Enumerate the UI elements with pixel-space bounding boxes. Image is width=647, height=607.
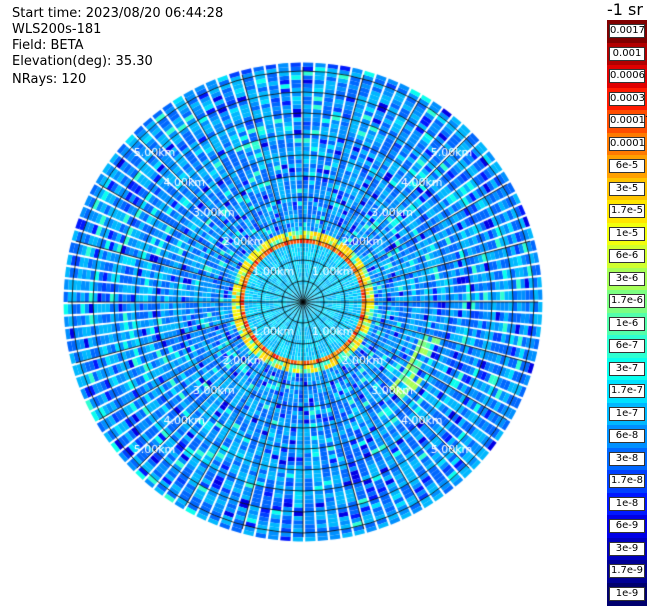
colorbar-tick-label: 6e-6 <box>609 249 645 264</box>
colorbar-cell: 1e-7 <box>607 402 647 426</box>
colorbar-tick-label: 1.7e-5 <box>609 204 645 219</box>
colorbar-tick-label: 6e-8 <box>609 429 645 444</box>
colorbar-cell: 6e-7 <box>607 335 647 358</box>
colorbar-tick-label: 1e-6 <box>609 316 645 331</box>
colorbar-tick-label: 0.0006 <box>609 69 645 84</box>
colorbar-cell: 1.7e-5 <box>607 200 647 223</box>
colorbar-cell: 0.00017 <box>607 110 647 133</box>
colorbar-cell: 0.0003 <box>607 87 647 111</box>
colorbar-tick-label: 3e-7 <box>609 361 645 376</box>
start-time-label: Start time: 2023/08/20 06:44:28 <box>12 6 224 21</box>
colorbar-cell: 0.001 <box>607 42 647 66</box>
colorbar-cell: 3e-9 <box>607 537 647 561</box>
colorbar-cell: 1.7e-8 <box>607 470 647 493</box>
colorbar-tick-label: 1e-5 <box>609 226 645 241</box>
colorbar-cell: 3e-6 <box>607 267 647 291</box>
colorbar-tick-label: 1e-9 <box>609 586 645 601</box>
colorbar-title: -1 sr <box>607 0 643 19</box>
nrays-label: NRays: 120 <box>12 72 87 87</box>
colorbar-cell: 6e-6 <box>607 245 647 268</box>
colorbar-tick-label: 0.001 <box>609 46 645 61</box>
colorbar-tick-label: 3e-8 <box>609 451 645 466</box>
colorbar-cell: 6e-8 <box>607 425 647 448</box>
colorbar-tick-label: 6e-5 <box>609 159 645 174</box>
instrument-label: WLS200s-181 <box>12 22 102 37</box>
colorbar-cell: 1e-6 <box>607 312 647 336</box>
colorbar-cell: 6e-9 <box>607 515 647 538</box>
colorbar-tick-label: 1.7e-7 <box>609 384 645 399</box>
colorbar-cell: 1.7e-7 <box>607 380 647 403</box>
colorbar-tick-label: 3e-6 <box>609 271 645 286</box>
elevation-label: Elevation(deg): 35.30 <box>12 54 153 69</box>
colorbar-cell: 1.7e-6 <box>607 290 647 313</box>
colorbar-cell: 1.7e-9 <box>607 560 647 583</box>
colorbar-tick-label: 3e-5 <box>609 181 645 196</box>
colorbar-tick-label: 6e-9 <box>609 519 645 534</box>
colorbar-cell: 3e-5 <box>607 177 647 201</box>
colorbar-tick-label: 1.7e-8 <box>609 474 645 489</box>
colorbar-cell: 0.0006 <box>607 65 647 88</box>
colorbar-tick-label: 1.7e-6 <box>609 294 645 309</box>
colorbar-cell: 3e-8 <box>607 447 647 471</box>
colorbar-cell: 6e-5 <box>607 155 647 178</box>
colorbar-tick-label: 0.0001 <box>609 136 645 151</box>
colorbar-tick-label: 3e-9 <box>609 541 645 556</box>
colorbar-tick-label: 0.0017 <box>609 24 645 39</box>
colorbar-tick-label: 1e-7 <box>609 406 645 421</box>
colorbar-tick-label: 0.0003 <box>609 91 645 106</box>
colorbar: 0.0017 0.001 0.0006 0.0003 0.00017 0.0001 6e-5… <box>607 20 647 606</box>
colorbar-tick-label: 1e-8 <box>609 496 645 511</box>
colorbar-cell: 1e-8 <box>607 492 647 516</box>
colorbar-cell: 1e-5 <box>607 222 647 246</box>
colorbar-tick-label: 0.00017 <box>609 114 647 129</box>
colorbar-tick-label: 1.7e-9 <box>609 564 645 579</box>
colorbar-cell: 1e-9 <box>607 582 647 606</box>
colorbar-cell: 0.0017 <box>607 20 647 43</box>
colorbar-cell: 0.0001 <box>607 132 647 156</box>
colorbar-tick-label: 6e-7 <box>609 339 645 354</box>
field-label: Field: BETA <box>12 38 84 53</box>
colorbar-cell: 3e-7 <box>607 357 647 381</box>
